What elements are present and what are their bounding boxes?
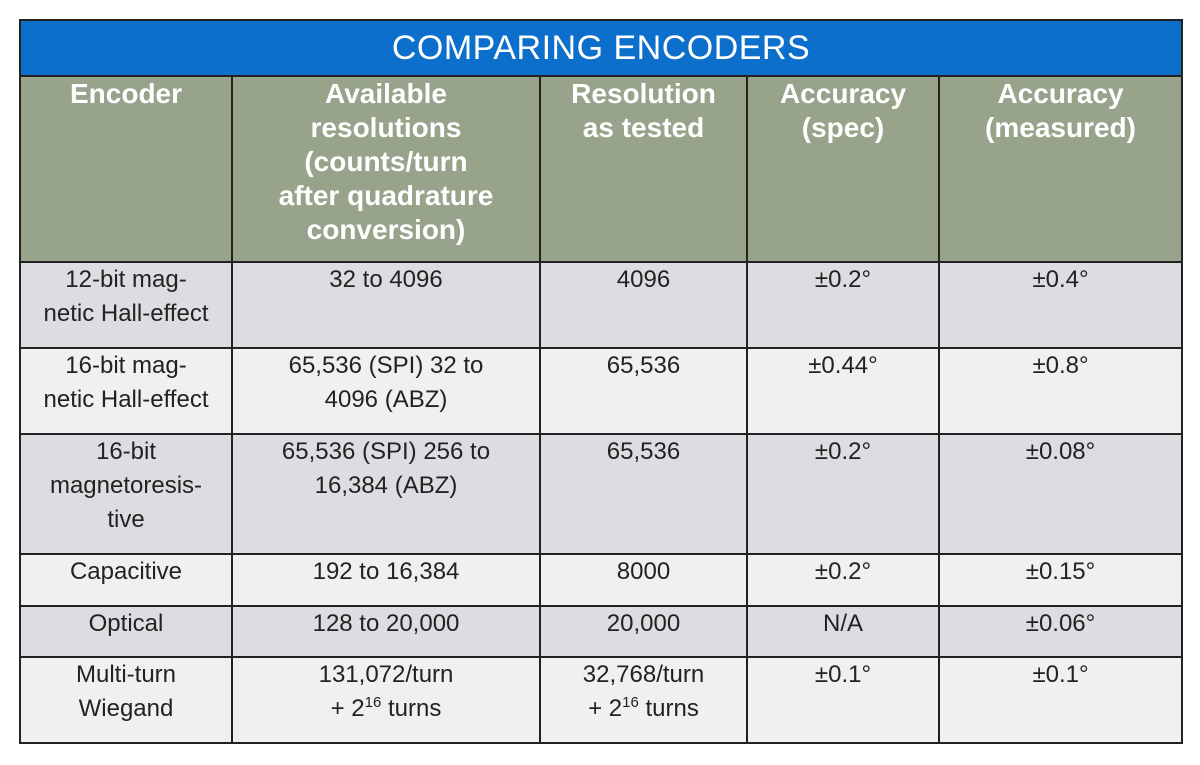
table-cell: ±0.2° bbox=[746, 261, 940, 349]
table-row: Capacitive 192 to 16,384 8000 ±0.2° ±0.15° bbox=[19, 553, 1184, 607]
cell-line: 32,768/turn bbox=[582, 661, 705, 688]
table-row: 12-bit mag- netic Hall-effect 32 to 4096 4… bbox=[19, 261, 1184, 349]
encoder-comparison-table: COMPARING ENCODERS Encoder Available res… bbox=[18, 19, 1184, 744]
cell-suffix: turns bbox=[638, 695, 699, 722]
header-accuracy-spec: Accuracy (spec) bbox=[746, 75, 940, 263]
table-cell: Capacitive bbox=[19, 553, 233, 607]
table-cell: 65,536 bbox=[539, 433, 748, 555]
table-cell: ±0.2° bbox=[746, 433, 940, 555]
table-cell: Multi-turn Wiegand bbox=[19, 656, 233, 744]
table-cell: ±0.15° bbox=[937, 553, 1184, 607]
table-cell: Optical bbox=[19, 605, 233, 658]
table-cell: 8000 bbox=[539, 553, 748, 607]
table-cell: 65,536 (SPI) 32 to 4096 (ABZ) bbox=[231, 347, 541, 435]
table-row: 16-bit mag- netic Hall-effect 65,536 (SPI… bbox=[19, 347, 1184, 435]
table-cell: 32,768/turn + 216 turns bbox=[539, 656, 748, 744]
header-row: Encoder Available resolutions (counts/tu… bbox=[19, 75, 1184, 263]
table-cell: ±0.08° bbox=[937, 433, 1184, 555]
table-cell: 32 to 4096 bbox=[231, 261, 541, 349]
table-cell: ±0.06° bbox=[937, 605, 1184, 658]
table-cell: 128 to 20,000 bbox=[231, 605, 541, 658]
cell-prefix: + 2 bbox=[588, 695, 623, 722]
cell-suffix: turns bbox=[381, 695, 442, 722]
table-cell: ±0.1° bbox=[746, 656, 940, 744]
header-encoder: Encoder bbox=[19, 75, 233, 263]
header-available-resolutions: Available resolutions (counts/turn after… bbox=[231, 75, 541, 263]
table-cell: ±0.2° bbox=[746, 553, 940, 607]
table-cell: 65,536 (SPI) 256 to 16,384 (ABZ) bbox=[231, 433, 541, 555]
table-cell: 131,072/turn + 216 turns bbox=[231, 656, 541, 744]
table-title: COMPARING ENCODERS bbox=[18, 19, 1184, 77]
table-cell: 16-bit mag- netic Hall-effect bbox=[19, 347, 233, 435]
table-cell: 192 to 16,384 bbox=[231, 553, 541, 607]
header-resolution-tested: Resolution as tested bbox=[539, 75, 748, 263]
cell-line: 131,072/turn bbox=[318, 661, 454, 688]
table-cell: ±0.44° bbox=[746, 347, 940, 435]
table-row: 16-bit magnetoresis- tive 65,536 (SPI) 25… bbox=[19, 433, 1184, 555]
table-cell: ±0.4° bbox=[937, 261, 1184, 349]
table-cell: 20,000 bbox=[539, 605, 748, 658]
table-cell: 65,536 bbox=[539, 347, 748, 435]
header-accuracy-measured: Accuracy (measured) bbox=[937, 75, 1184, 263]
exponent: 16 bbox=[622, 694, 639, 711]
table-row: Multi-turn Wiegand 131,072/turn + 216 tur… bbox=[19, 656, 1184, 744]
table-cell: ±0.1° bbox=[937, 656, 1184, 744]
cell-prefix: + 2 bbox=[330, 695, 365, 722]
exponent: 16 bbox=[364, 694, 382, 711]
table-row: Optical 128 to 20,000 20,000 N/A ±0.06° bbox=[19, 605, 1184, 658]
table-cell: N/A bbox=[746, 605, 940, 658]
table-cell: 16-bit magnetoresis- tive bbox=[19, 433, 233, 555]
table-cell: ±0.8° bbox=[937, 347, 1184, 435]
table-cell: 4096 bbox=[539, 261, 748, 349]
table-cell: 12-bit mag- netic Hall-effect bbox=[19, 261, 233, 349]
